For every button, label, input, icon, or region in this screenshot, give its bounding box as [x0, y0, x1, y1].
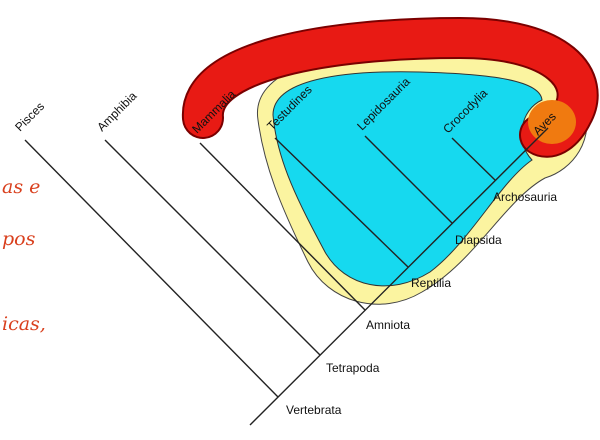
node-label: Vertebrata: [286, 403, 342, 417]
node-label: Reptilia: [411, 276, 451, 290]
node-label: Diapsida: [455, 233, 502, 247]
text-fragment: pos: [2, 228, 36, 250]
text-fragment: as e: [2, 176, 40, 198]
node-label: Tetrapoda: [326, 361, 380, 375]
text-fragment: icas,: [2, 313, 46, 335]
cladogram: Pisces Amphibia Mammalia Testudines Lepi…: [0, 0, 600, 440]
taxon-label: Pisces: [12, 99, 47, 134]
taxon-label: Amphibia: [94, 89, 140, 135]
node-label: Archosauria: [493, 190, 557, 204]
node-label: Amniota: [366, 318, 410, 332]
